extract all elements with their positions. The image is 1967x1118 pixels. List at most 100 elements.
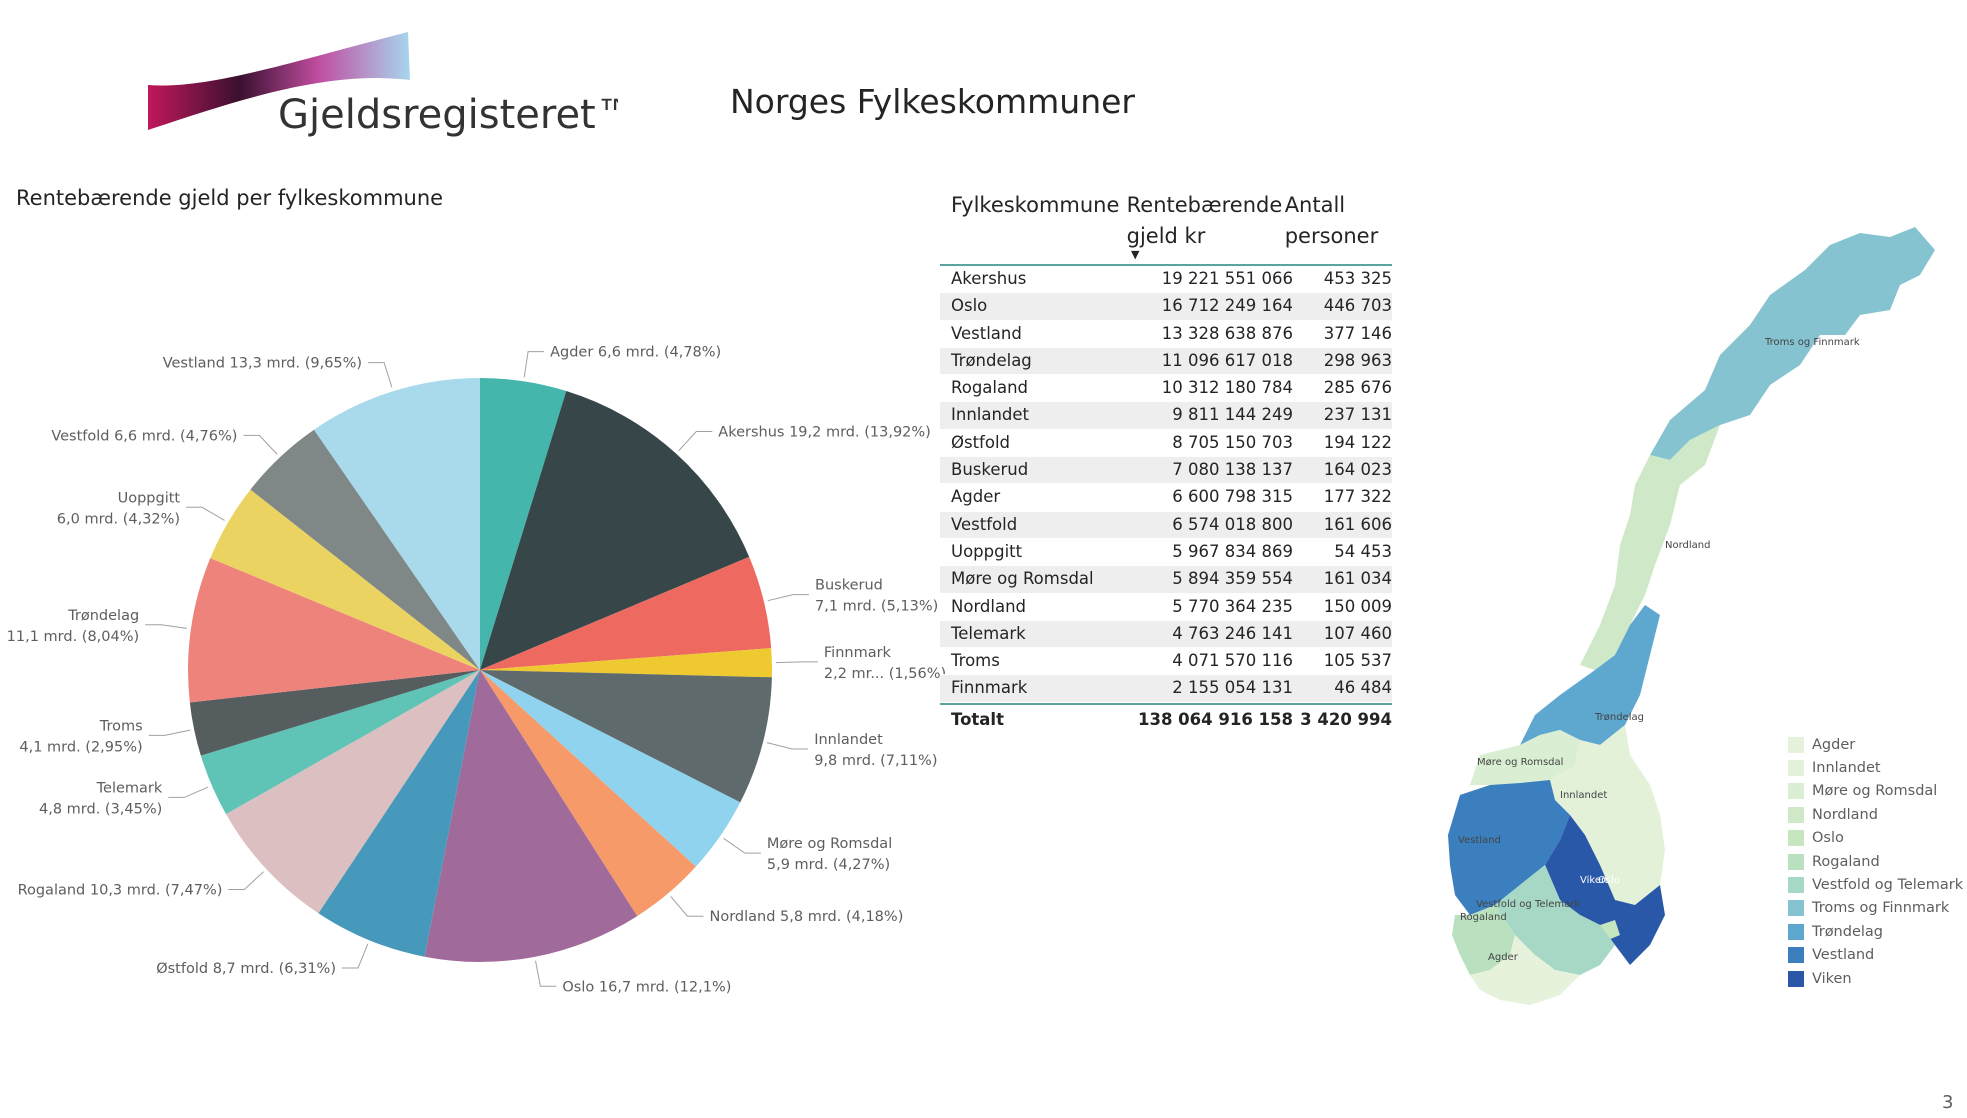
table-row[interactable]: Agder 6 600 798 315 177 322 [940, 484, 1392, 512]
pie-slice-telemark[interactable] [200, 670, 480, 815]
pie-data-label: 6,0 mrd. (4,32%) [57, 511, 180, 527]
legend-item[interactable]: Møre og Romsdal [1788, 780, 1963, 803]
header-gjeld-line1: Rentebærende [1126, 193, 1283, 217]
map-region-oslo [1600, 920, 1620, 940]
pie-slice-østfold[interactable] [318, 670, 480, 957]
cell-fylkeskommune: Agder [951, 487, 1001, 507]
pie-leader-line [368, 362, 393, 388]
header-fylkeskommune[interactable]: Fylkeskommune [940, 190, 1127, 264]
table-row[interactable]: Vestfold 6 574 018 800 161 606 [940, 511, 1392, 539]
pie-slice-troms[interactable] [189, 670, 480, 756]
cell-personer: 150 009 [1323, 596, 1392, 616]
legend-item[interactable]: Viken [1788, 967, 1963, 990]
pie-slice-nordland[interactable] [480, 670, 696, 917]
legend-item[interactable]: Nordland [1788, 803, 1963, 826]
pie-data-label: Møre og Romsdal [767, 836, 892, 852]
pie-slice-vestland[interactable] [314, 378, 480, 670]
table-body: Akershus 19 221 551 066 453 325 Oslo 16 712 … [940, 266, 1392, 703]
pie-data-label: Telemark [96, 780, 163, 796]
legend-item[interactable]: Troms og Finnmark [1788, 897, 1963, 920]
cell-gjeld: 7 080 138 137 [1172, 460, 1293, 480]
cell-gjeld: 13 328 638 876 [1161, 323, 1293, 343]
cell-personer: 285 676 [1323, 378, 1392, 398]
legend-swatch [1788, 853, 1804, 870]
pie-data-label: Buskerud [815, 578, 883, 594]
pie-leader-line [148, 729, 191, 736]
cell-gjeld: 6 600 798 315 [1172, 487, 1293, 507]
table-row[interactable]: Møre og Romsdal 5 894 359 554 161 034 [940, 566, 1392, 594]
cell-personer: 194 122 [1323, 432, 1392, 452]
table-row[interactable]: Nordland 5 770 364 235 150 009 [940, 594, 1392, 621]
pie-data-label: Trøndelag [67, 608, 139, 624]
legend-item[interactable]: Vestland [1788, 944, 1963, 967]
table-row[interactable]: Østfold 8 705 150 703 194 122 [940, 430, 1392, 458]
legend-label: Vestland [1812, 947, 1875, 964]
map-label-nordland: Nordland [1665, 540, 1710, 551]
map-region-viken [1545, 815, 1665, 965]
pie-slice-finnmark[interactable] [480, 648, 773, 678]
map-label-innlandet: Innlandet [1560, 790, 1607, 801]
legend-item[interactable]: Rogaland [1788, 850, 1963, 873]
legend-item[interactable]: Trøndelag [1788, 920, 1963, 943]
debt-pie-chart: Agder 6,6 mrd. (4,78%) Akershus 19,2 mrd.… [7, 345, 946, 996]
legend-label: Møre og Romsdal [1812, 783, 1938, 800]
logo-swoosh [148, 32, 410, 130]
legend-label: Troms og Finnmark [1812, 900, 1950, 917]
table-row[interactable]: Trøndelag 11 096 617 018 298 963 [940, 347, 1392, 376]
cell-gjeld: 11 096 617 018 [1161, 350, 1293, 370]
map-legend: Agder Innlandet Møre og Romsdal Nordland Osl… [1788, 733, 1963, 990]
pie-slice-akershus[interactable] [480, 391, 750, 670]
table-row[interactable]: Vestland 13 328 638 876 377 146 [940, 321, 1392, 348]
map-label-oslo: Oslo [1598, 875, 1620, 886]
cell-personer: 377 146 [1323, 323, 1392, 343]
table-row[interactable]: Innlandet 9 811 144 249 237 131 [940, 402, 1392, 430]
cell-gjeld: 2 155 054 131 [1172, 678, 1293, 698]
pie-data-label: Finnmark [824, 645, 892, 661]
map-region-agder [1470, 935, 1580, 1005]
table-row[interactable]: Rogaland 10 312 180 784 285 676 [940, 375, 1392, 403]
table-row[interactable]: Finnmark 2 155 054 131 46 484 [940, 675, 1392, 703]
pie-leader-line [342, 943, 369, 969]
pie-slice-rogaland[interactable] [226, 670, 480, 914]
cell-gjeld: 16 712 249 164 [1161, 296, 1293, 316]
header-gjeld-line2: gjeld kr [1126, 224, 1206, 248]
pie-slice-innlandet[interactable] [480, 670, 772, 803]
pie-slice-vestfold[interactable] [250, 429, 480, 670]
legend-item[interactable]: Innlandet [1788, 756, 1963, 779]
pie-leader-line [186, 506, 225, 521]
cell-personer: 164 023 [1323, 460, 1392, 480]
sort-descending-icon[interactable]: ▼ [1131, 248, 1140, 261]
pie-data-label: 9,8 mrd. (7,11%) [814, 753, 937, 769]
map-region-troms-og-finnmark [1650, 227, 1935, 460]
table-row[interactable]: Oslo 16 712 249 164 446 703 [940, 293, 1392, 321]
pie-leader-line [145, 624, 187, 629]
cell-gjeld: 5 967 834 869 [1172, 541, 1293, 561]
map-region-innlandet [1550, 725, 1665, 905]
legend-item[interactable]: Oslo [1788, 827, 1963, 850]
header-antall-personer[interactable]: Antall personer [1285, 190, 1392, 264]
map-label-more-og-romsdal: Møre og Romsdal [1477, 757, 1563, 768]
pie-slice-møre-og-romsdal[interactable] [480, 670, 741, 867]
pie-slice-buskerud[interactable] [480, 556, 772, 670]
cell-gjeld: 5 894 359 554 [1172, 569, 1293, 589]
table-row[interactable]: Buskerud 7 080 138 137 164 023 [940, 457, 1392, 485]
legend-item[interactable]: Agder [1788, 733, 1963, 756]
cell-gjeld: 4 071 570 116 [1172, 651, 1293, 671]
pie-slice-uoppgitt[interactable] [210, 489, 481, 670]
legend-label: Viken [1812, 970, 1852, 987]
pie-data-label: Uoppgitt [118, 490, 181, 506]
header-rentebaerende-gjeld[interactable]: Rentebærende gjeld kr [1127, 190, 1285, 264]
table-row[interactable]: Akershus 19 221 551 066 453 325 [940, 266, 1392, 294]
table-row[interactable]: Telemark 4 763 246 141 107 460 [940, 620, 1392, 649]
legend-item[interactable]: Vestfold og Telemark [1788, 873, 1963, 896]
table-row[interactable]: Uoppgitt 5 967 834 869 54 453 [940, 539, 1392, 567]
pie-data-label: Troms [99, 718, 143, 734]
table-header: Fylkeskommune Rentebærende gjeld kr Anta… [940, 190, 1392, 266]
pie-slice-agder[interactable] [480, 378, 567, 670]
map-region-vestland [1448, 780, 1570, 915]
pie-slice-trøndelag[interactable] [187, 558, 481, 703]
pie-slice-oslo[interactable] [424, 670, 638, 962]
table-row[interactable]: Troms 4 071 570 116 105 537 [940, 648, 1392, 676]
pie-leader-line [767, 594, 809, 602]
logo-text: Gjeldsregisteret™ [278, 92, 618, 138]
